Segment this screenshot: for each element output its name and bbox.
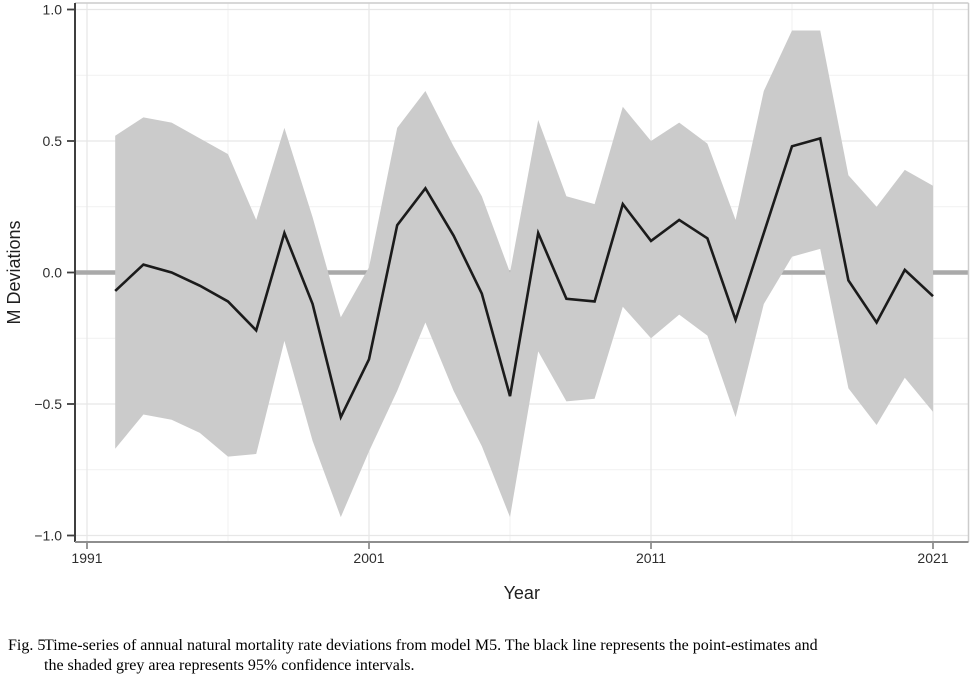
- x-axis: 1991 2001 2011 2021: [71, 542, 949, 566]
- confidence-band: [115, 30, 933, 518]
- y-axis: 1.0 0.5 0.0 −0.5 −1.0: [34, 2, 75, 544]
- y-tick-label: −1.0: [34, 528, 62, 544]
- y-tick-label: −0.5: [34, 396, 62, 412]
- y-tick-label: 0.5: [43, 133, 63, 149]
- figure-caption-line2: the shaded grey area represents 95% conf…: [44, 657, 415, 674]
- estimate-line: [114, 136, 934, 421]
- x-axis-title: Year: [504, 583, 540, 603]
- y-tick-label: 1.0: [43, 2, 63, 18]
- chart-canvas: 1.0 0.5 0.0 −0.5 −1.0 1991 2001 2011 2021 Year M D…: [4, 2, 970, 603]
- y-tick-label: 0.0: [43, 265, 63, 281]
- figure-caption: Fig. 5 Time-series of annual natural mor…: [8, 636, 968, 676]
- figure-caption-label: Fig. 5: [8, 637, 46, 654]
- x-tick-label: 2021: [917, 550, 948, 566]
- x-tick-label: 2001: [353, 550, 384, 566]
- mortality-deviations-chart: 1.0 0.5 0.0 −0.5 −1.0 1991 2001 2011 2021 Year M D…: [4, 2, 970, 603]
- figure-caption-line1: Time-series of annual natural mortality …: [44, 637, 818, 654]
- figure-caption-body: Time-series of annual natural mortality …: [44, 636, 968, 676]
- x-tick-label: 1991: [71, 550, 102, 566]
- x-tick-label: 2011: [636, 550, 666, 566]
- y-axis-title: M Deviations: [4, 220, 24, 324]
